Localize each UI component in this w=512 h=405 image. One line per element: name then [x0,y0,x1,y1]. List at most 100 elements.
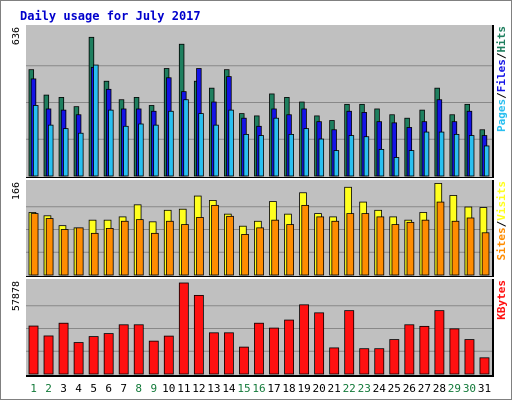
day-label-30: 30 [463,382,476,395]
day-label-26: 26 [403,382,416,395]
bar-sites-day-30 [466,217,475,276]
legend-files: Files [495,59,508,92]
bar-kbytes-day-2 [43,335,54,375]
bar-kbytes-day-15 [239,346,249,375]
bar-sites-day-2 [45,218,54,276]
bar-pages-day-9 [153,124,159,177]
bar-sites-day-26 [406,221,415,276]
panel-visits-sites: 166 Sites/Visits [11,178,508,278]
day-label-8: 8 [135,382,142,395]
day-label-28: 28 [433,382,446,395]
bar-sites-day-13 [211,204,219,276]
bar-pages-day-17 [273,117,279,177]
legend-sites: Sites [495,227,508,260]
bar-pages-day-23 [363,136,370,177]
bar-sites-day-20 [316,216,325,276]
bar-kbytes-day-1 [28,325,39,375]
bar-pages-day-26 [408,150,415,177]
legend-kbytes: KBytes [495,280,508,320]
bar-pages-day-18 [288,133,294,177]
bar-kbytes-day-22 [344,310,355,375]
bar-kbytes-day-20 [314,312,325,375]
day-label-16: 16 [252,382,265,395]
bar-sites-day-9 [151,232,159,276]
bar-pages-day-6 [108,109,114,177]
bar-kbytes-day-11 [178,282,189,375]
bar-kbytes-day-8 [133,324,144,375]
bar-pages-day-14 [228,109,234,177]
bar-pages-day-21 [333,150,340,177]
bar-sites-day-6 [105,227,114,276]
day-label-29: 29 [448,382,461,395]
bar-kbytes-day-4 [73,342,84,375]
bar-pages-day-20 [318,138,325,177]
legend-kbytes: KBytes [495,280,508,320]
bar-kbytes-day-9 [148,340,159,375]
bar-pages-day-29 [453,133,460,177]
day-label-13: 13 [207,382,220,395]
bar-kbytes-day-12 [193,294,204,375]
bar-sites-day-16 [256,227,264,276]
day-label-9: 9 [150,382,157,395]
bar-pages-day-19 [303,128,310,177]
bar-kbytes-day-18 [284,319,294,375]
day-label-5: 5 [90,382,97,395]
bar-pages-day-28 [438,131,445,177]
bar-kbytes-day-7 [118,324,129,375]
bar-sites-day-4 [75,227,84,276]
bar-kbytes-day-19 [299,304,310,375]
legend-separator: / [495,92,508,99]
day-label-31: 31 [478,382,491,395]
bar-kbytes-day-5 [88,336,99,375]
bar-pages-day-5 [93,64,99,177]
bar-kbytes-day-27 [419,325,430,375]
day-label-22: 22 [343,382,356,395]
day-label-10: 10 [162,382,175,395]
bar-pages-day-22 [348,135,355,177]
bar-pages-day-11 [183,99,189,177]
day-label-3: 3 [60,382,67,395]
bar-kbytes-day-6 [103,333,114,375]
day-label-7: 7 [120,382,127,395]
bar-kbytes-day-24 [374,348,385,375]
day-label-15: 15 [237,382,250,395]
bar-sites-day-19 [301,204,310,276]
day-label-4: 4 [75,382,82,395]
legend-separator: / [495,52,508,59]
bar-kbytes-day-30 [464,339,475,375]
day-label-23: 23 [358,382,371,395]
bar-sites-day-17 [271,219,279,276]
bar-kbytes-day-14 [224,332,234,375]
bar-sites-day-21 [331,220,340,276]
legend-hits: Hits [495,26,508,53]
day-label-14: 14 [222,382,236,395]
bar-sites-day-15 [241,234,249,276]
y-max-label: 166 [11,182,22,200]
bar-sites-day-22 [346,213,355,276]
bar-sites-day-1 [30,213,39,276]
day-label-19: 19 [297,382,310,395]
bar-pages-day-30 [468,135,475,177]
bar-sites-day-29 [451,220,460,276]
bar-pages-day-10 [168,110,174,177]
bar-sites-day-18 [286,224,294,276]
y-max-label: 636 [11,27,22,45]
legend-separator: / [495,220,508,227]
bar-sites-day-12 [196,217,204,276]
day-label-12: 12 [192,382,205,395]
day-label-2: 2 [45,382,52,395]
bar-kbytes-day-10 [163,335,174,375]
bar-pages-day-4 [78,132,84,177]
bar-pages-day-8 [138,123,144,177]
bar-kbytes-day-23 [359,348,370,375]
day-label-25: 25 [388,382,401,395]
bar-pages-day-15 [243,133,249,177]
bar-pages-day-31 [483,145,490,177]
bar-pages-day-1 [33,105,39,177]
bar-kbytes-day-29 [449,328,460,375]
bar-pages-day-16 [258,135,264,177]
day-label-24: 24 [373,382,387,395]
bar-sites-day-24 [376,216,385,276]
